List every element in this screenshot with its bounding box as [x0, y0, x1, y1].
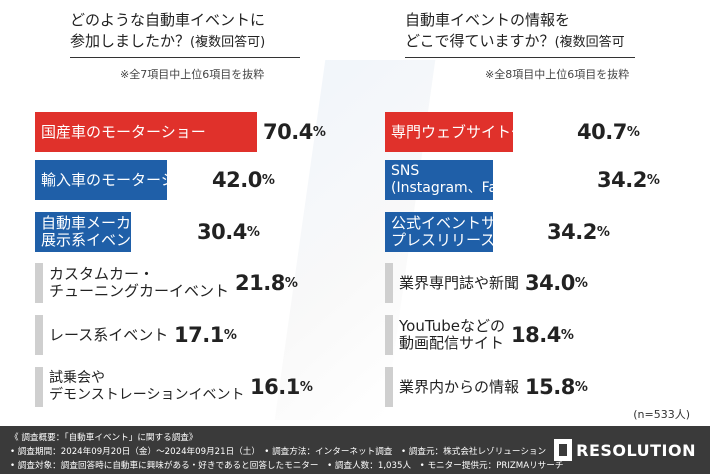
left-bar-label: 試乗会や デモンストレーションイベント: [49, 370, 245, 403]
right-bar-value: 40.7%: [577, 120, 640, 144]
left-bar-label: カスタムカー・ チューニングカーイベント: [49, 265, 230, 300]
right-bar-row: YouTubeなどの 動画配信サイト 18.4%: [385, 315, 695, 355]
right-question-sub: (複数回答可: [554, 35, 625, 50]
resolution-logo: RESOLUTION: [554, 439, 696, 461]
left-bar: [35, 112, 257, 152]
left-note: ※全7項目中上位6項目を抜粋: [120, 68, 265, 81]
footer-survey-target: • 調査対象：調査回答時に自動車に興味がある・好きであると回答したモニター • …: [10, 461, 564, 471]
right-bar-row: 業界内からの情報 15.8%: [385, 367, 695, 407]
left-question-title: どのような自動車イベントに 参加しましたか？(複数回答可): [70, 10, 300, 58]
right-bar-label: YouTubeなどの 動画配信サイト: [399, 317, 505, 352]
left-bar-value: 30.4%: [197, 220, 260, 244]
right-bar: [385, 367, 393, 407]
left-bar-value: 42.0%: [212, 168, 275, 192]
right-note: ※全8項目中上位6項目を抜粋: [485, 68, 630, 81]
left-bar-row: カスタムカー・ チューニングカーイベント 21.8%: [35, 263, 345, 303]
right-bar: [385, 263, 393, 303]
right-bar-label: 公式イベントサイトや プレスリリース: [391, 214, 542, 249]
left-bar-value: 21.8%: [235, 271, 298, 295]
left-chart-panel: どのような自動車イベントに 参加しましたか？(複数回答可) ※全7項目中上位6項…: [10, 0, 350, 420]
right-bar-label: SNS (Instagram、Facebook、X等): [391, 163, 591, 196]
right-bar-row: 専門ウェブサイトやブログ 40.7%: [385, 112, 695, 152]
left-bar-row: 国産車のモーターショー 70.4%: [35, 112, 345, 152]
left-bar-label: 輸入車のモーターショー: [41, 170, 206, 189]
right-question-title: 自動車イベントの情報を どこで得ていますか？(複数回答可: [405, 10, 635, 58]
right-bar: [385, 315, 393, 355]
right-bar-value: 34.2%: [597, 168, 660, 192]
left-bar-label: 国産車のモーターショー: [41, 122, 206, 141]
left-bar-label: 自動車メーカー主催の 展示系イベント: [41, 214, 192, 249]
left-bar: [35, 367, 43, 407]
left-bar: [35, 263, 43, 303]
right-bar-value: 15.8%: [525, 375, 588, 399]
right-bar-value: 18.4%: [511, 323, 574, 347]
footer-survey-period: • 調査期間：2024年09月20日（金）〜2024年09月21日（土） • 調…: [10, 447, 547, 457]
right-bar-label: 業界内からの情報: [399, 377, 520, 396]
right-bar-row: 公式イベントサイトや プレスリリース 34.2%: [385, 212, 695, 252]
left-bar-row: 輸入車のモーターショー 42.0%: [35, 160, 345, 200]
right-bar-row: 業界専門誌や新聞 34.0%: [385, 263, 695, 303]
left-bar-value: 17.1%: [174, 323, 237, 347]
footer-survey-heading: 《 調査概要：「自動車イベント」に関する調査》: [10, 433, 198, 443]
right-bar-value: 34.2%: [547, 220, 610, 244]
sample-size-note: (n=533人): [633, 408, 690, 421]
left-question-line1: どのような自動車イベントに: [70, 11, 266, 29]
right-bar: [385, 212, 493, 252]
left-bar-row: 自動車メーカー主催の 展示系イベント 30.4%: [35, 212, 345, 252]
right-question-line1: 自動車イベントの情報を: [405, 11, 571, 29]
left-bar-label: レース系イベント: [49, 325, 169, 344]
survey-footer: 《 調査概要：「自動車イベント」に関する調査》 • 調査期間：2024年09月2…: [0, 426, 710, 474]
left-bar: [35, 212, 131, 252]
right-bar-label: 専門ウェブサイトやブログ: [391, 122, 572, 141]
right-chart-panel: 自動車イベントの情報を どこで得ていますか？(複数回答可 ※全8項目中上位6項目…: [360, 0, 700, 420]
left-bar-row: 試乗会や デモンストレーションイベント 16.1%: [35, 367, 345, 407]
resolution-logo-icon: [554, 439, 573, 461]
resolution-logo-text: RESOLUTION: [576, 440, 696, 460]
right-bar-value: 34.0%: [525, 271, 588, 295]
left-bar-row: レース系イベント 17.1%: [35, 315, 345, 355]
left-bar: [35, 315, 43, 355]
right-bar: [385, 112, 514, 152]
right-bar-label: 業界専門誌や新聞: [399, 273, 520, 292]
left-question-line2: 参加しましたか？: [70, 32, 191, 50]
left-bar-value: 16.1%: [250, 375, 313, 399]
right-question-line2: どこで得ていますか？: [405, 32, 555, 50]
right-bar-row: SNS (Instagram、Facebook、X等) 34.2%: [385, 160, 695, 200]
left-bar-value: 70.4%: [263, 120, 326, 144]
left-question-sub: (複数回答可): [190, 35, 266, 50]
right-bar: [385, 160, 493, 200]
left-bar: [35, 160, 168, 200]
